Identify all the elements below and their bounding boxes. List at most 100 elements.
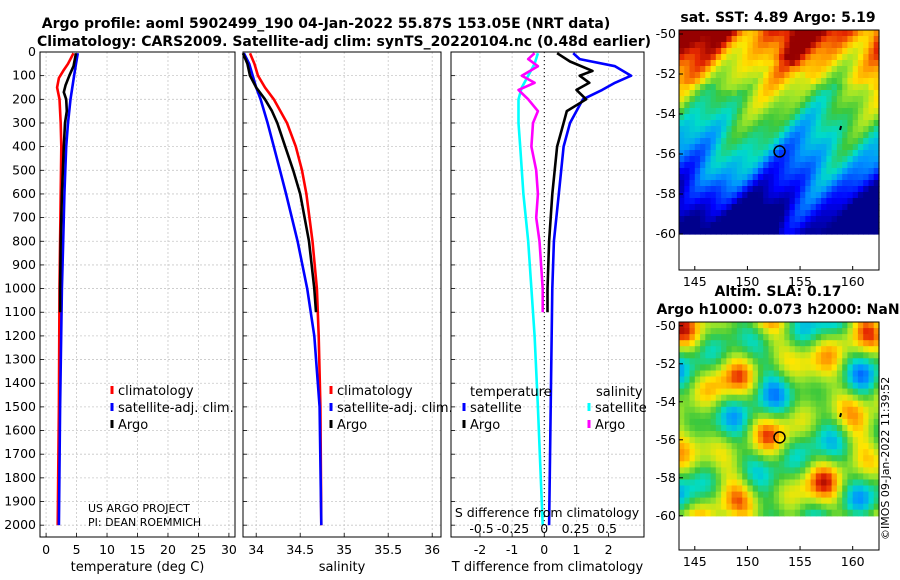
map-cell bbox=[679, 222, 685, 229]
map-cell bbox=[863, 364, 870, 372]
map-cell bbox=[857, 352, 864, 359]
map-cell bbox=[810, 96, 817, 103]
map-cell bbox=[752, 322, 759, 329]
map-cell bbox=[715, 138, 722, 145]
map-cell bbox=[721, 449, 727, 456]
map-cell bbox=[836, 461, 843, 468]
map-cell bbox=[857, 370, 864, 378]
map-cell bbox=[815, 150, 822, 157]
map-cell bbox=[873, 210, 880, 217]
map-cell bbox=[800, 36, 806, 43]
map-cell bbox=[763, 346, 770, 353]
map-cell bbox=[736, 461, 743, 468]
map-cell bbox=[868, 156, 875, 163]
map-cell bbox=[863, 425, 870, 432]
map-cell bbox=[747, 120, 754, 127]
map-cell bbox=[868, 132, 875, 139]
map-cell bbox=[768, 491, 775, 499]
map-cell bbox=[715, 132, 722, 139]
map-cell bbox=[700, 400, 706, 408]
map-cell bbox=[700, 382, 706, 390]
map-cell bbox=[821, 412, 827, 420]
map-cell bbox=[694, 449, 701, 456]
map-cell bbox=[805, 437, 812, 444]
map-cell bbox=[726, 449, 733, 456]
map-cell bbox=[689, 192, 696, 199]
map-cell bbox=[742, 204, 749, 211]
map-cell bbox=[810, 78, 817, 85]
map-cell bbox=[694, 66, 701, 73]
map-cell bbox=[684, 168, 691, 175]
map-cell bbox=[715, 186, 722, 193]
map-cell bbox=[726, 455, 733, 462]
map-cell bbox=[679, 102, 685, 109]
map-cell bbox=[805, 346, 812, 353]
map-cell bbox=[684, 479, 691, 487]
map-cell bbox=[863, 84, 870, 91]
map-cell bbox=[694, 168, 701, 175]
map-cell bbox=[852, 431, 859, 438]
map-cell bbox=[805, 461, 812, 468]
map-cell bbox=[826, 180, 833, 187]
map-cell bbox=[836, 78, 843, 85]
map-cell bbox=[747, 228, 754, 235]
map-cell bbox=[773, 108, 780, 115]
map-cell bbox=[736, 192, 743, 199]
map-cell bbox=[805, 352, 812, 359]
map-cell bbox=[842, 72, 849, 79]
map-cell bbox=[868, 228, 875, 235]
map-cell bbox=[836, 449, 843, 456]
map-cell bbox=[794, 96, 801, 103]
map-cell bbox=[694, 204, 701, 211]
map-cell bbox=[815, 328, 822, 335]
map-cell bbox=[852, 382, 859, 390]
map-cell bbox=[836, 437, 843, 444]
map-cell bbox=[710, 144, 717, 151]
map-cell bbox=[810, 54, 817, 61]
map-cell bbox=[684, 449, 691, 456]
map-cell bbox=[873, 228, 880, 235]
map-cell bbox=[779, 102, 785, 109]
x-tick-label: 15 bbox=[130, 542, 146, 557]
map-cell bbox=[679, 340, 685, 347]
map-cell bbox=[700, 412, 706, 420]
map-cell bbox=[773, 180, 780, 187]
map-cell bbox=[736, 198, 743, 205]
map-cell bbox=[815, 370, 822, 378]
map-cell bbox=[847, 78, 854, 85]
map-cell bbox=[742, 192, 749, 199]
map-cell bbox=[700, 168, 706, 175]
map-cell bbox=[873, 192, 880, 199]
map-cell bbox=[736, 54, 743, 61]
map-cell bbox=[763, 48, 770, 55]
map-cell bbox=[831, 126, 838, 133]
map-cell bbox=[779, 473, 785, 481]
map-cell bbox=[736, 204, 743, 211]
map-cell bbox=[779, 437, 785, 444]
map-cell bbox=[731, 180, 738, 187]
map-cell bbox=[836, 376, 843, 384]
map-cell bbox=[863, 412, 870, 420]
map-cell bbox=[847, 346, 854, 353]
legend-label: Argo bbox=[118, 418, 148, 433]
map-cell bbox=[821, 382, 827, 390]
map-cell bbox=[873, 174, 880, 181]
map-cell bbox=[842, 42, 849, 49]
map-cell bbox=[689, 412, 696, 420]
map-cell bbox=[831, 388, 838, 396]
map-cell bbox=[852, 192, 859, 199]
map-cell bbox=[768, 346, 775, 353]
map-cell bbox=[694, 120, 701, 127]
figure-title-line2: Climatology: CARS2009. Satellite-adj cli… bbox=[37, 34, 651, 50]
map-cell bbox=[684, 346, 691, 353]
map-cell bbox=[847, 503, 854, 511]
map-cell bbox=[821, 388, 827, 396]
map-cell bbox=[857, 509, 864, 517]
y-tick-label: -52 bbox=[656, 356, 676, 371]
map-cell bbox=[873, 204, 880, 211]
map-cell bbox=[768, 150, 775, 157]
map-cell bbox=[705, 156, 712, 163]
map-cell bbox=[694, 400, 701, 408]
map-cell bbox=[836, 42, 843, 49]
map-cell bbox=[868, 120, 875, 127]
